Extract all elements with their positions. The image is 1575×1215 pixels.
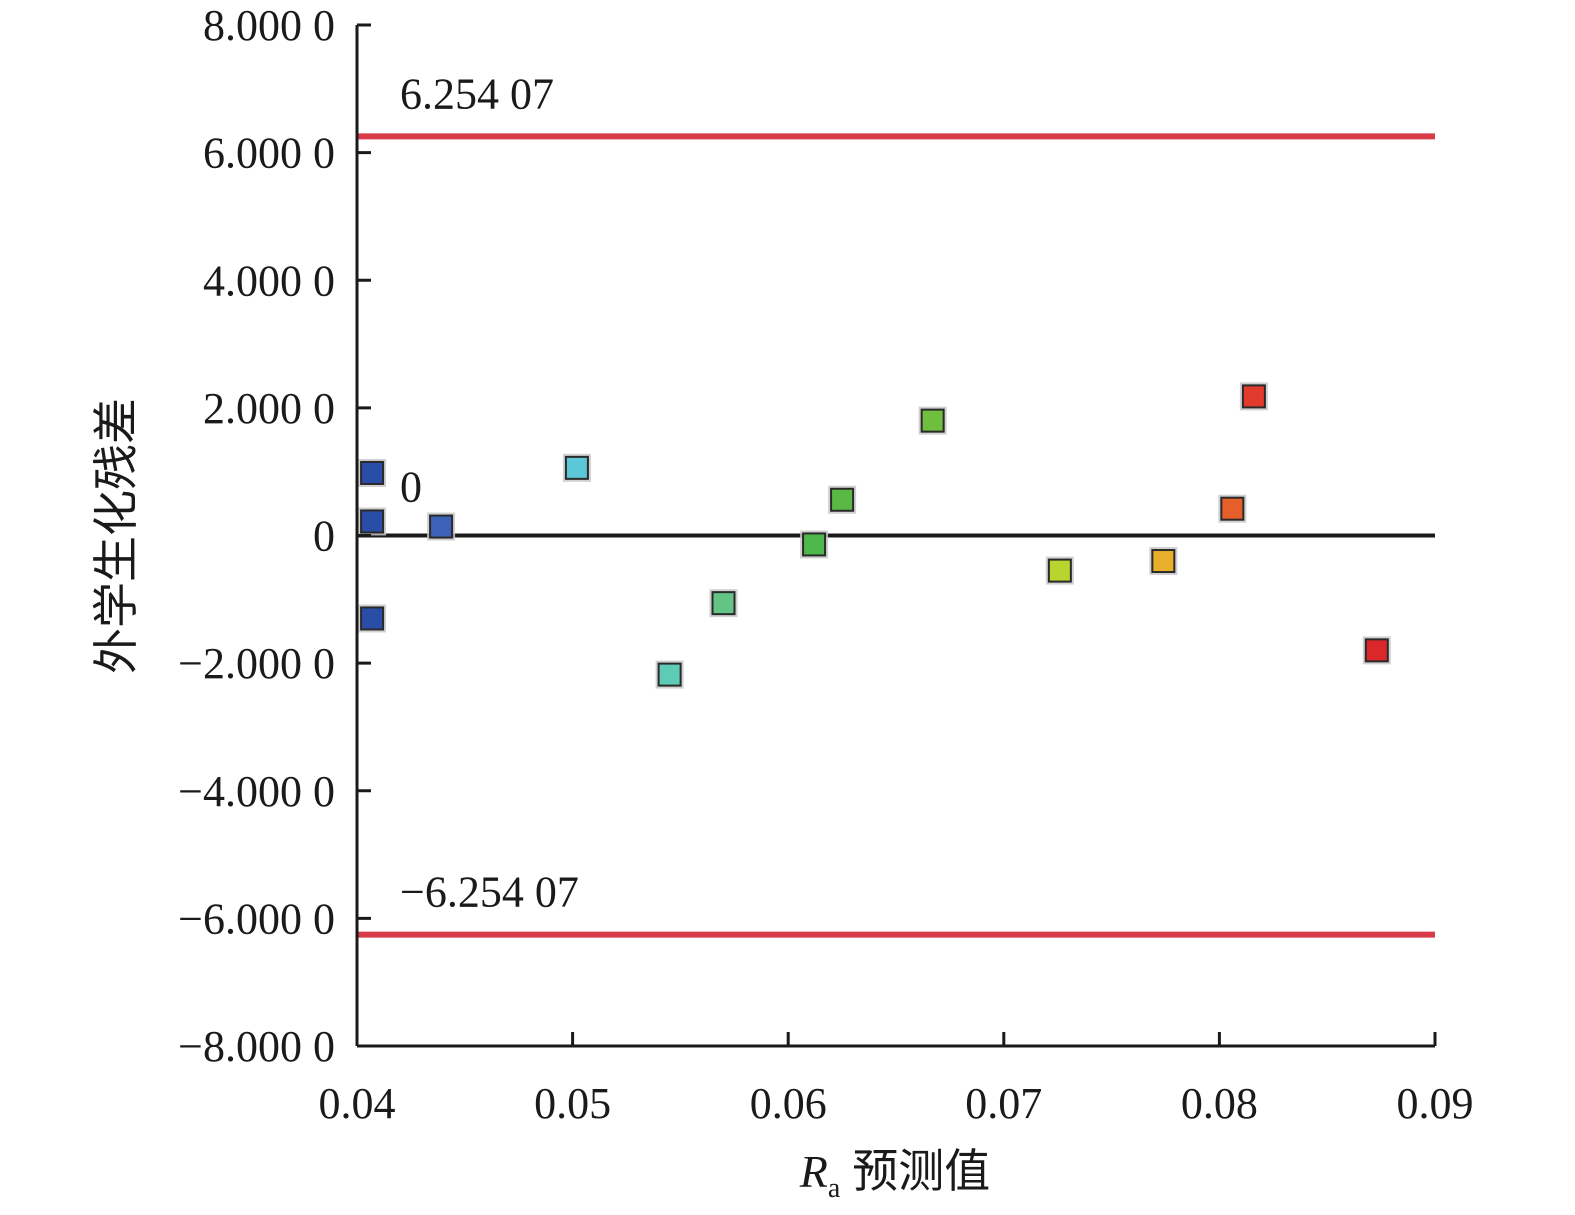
y-tick-label-7: −6.000 0 — [178, 894, 335, 943]
y-tick-label-6: −4.000 0 — [178, 767, 335, 816]
data-point-6 — [709, 589, 738, 618]
data-point-3 — [427, 512, 456, 541]
data-point-2 — [358, 604, 387, 633]
x-tick-label-2: 0.06 — [750, 1079, 827, 1128]
data-point-10 — [1045, 556, 1074, 585]
data-point-4 — [562, 453, 591, 482]
y-tick-label-3: 2.000 0 — [203, 384, 335, 433]
data-point-13 — [1239, 382, 1268, 411]
y-tick-label-2: 4.000 0 — [203, 256, 335, 305]
data-point-12 — [1218, 494, 1247, 523]
reference-line-label-1: 0 — [400, 463, 422, 512]
x-tick-label-3: 0.07 — [965, 1079, 1042, 1128]
y-axis-title: 外学生化残差 — [89, 398, 143, 674]
data-point-7 — [800, 530, 829, 559]
data-point-14 — [1362, 636, 1391, 665]
x-axis-title: Ra 预测值 — [799, 1144, 991, 1204]
x-tick-label-4: 0.08 — [1181, 1079, 1258, 1128]
y-tick-label-5: −2.000 0 — [178, 639, 335, 688]
data-point-11 — [1149, 547, 1178, 576]
x-tick-label-0: 0.04 — [319, 1079, 396, 1128]
x-axis-title-variable: R — [799, 1146, 828, 1197]
y-tick-label-8: −8.000 0 — [178, 1022, 335, 1071]
reference-line-label-2: −6.254 07 — [400, 868, 579, 917]
reference-line-label-0: 6.254 07 — [400, 69, 554, 118]
x-tick-label-5: 0.09 — [1397, 1079, 1474, 1128]
x-axis-title-subscript: a — [828, 1173, 841, 1204]
data-point-9 — [918, 406, 947, 435]
y-tick-label-0: 8.000 0 — [203, 1, 335, 50]
data-point-8 — [828, 485, 857, 514]
axes — [355, 23, 1437, 1048]
x-axis-title-text: 预测值 — [852, 1144, 990, 1198]
y-tick-label-4: 0 — [313, 512, 335, 561]
data-point-0 — [358, 458, 387, 487]
data-point-5 — [655, 660, 684, 689]
data-point-1 — [358, 507, 387, 536]
labels: 6.254 07 0 −6.254 07 8.000 0 6.000 0 4.000 0 2… — [89, 1, 1474, 1204]
data-points — [358, 382, 1391, 689]
x-tick-label-1: 0.05 — [534, 1079, 611, 1128]
reference-lines — [357, 133, 1435, 938]
y-tick-label-1: 6.000 0 — [203, 129, 335, 178]
